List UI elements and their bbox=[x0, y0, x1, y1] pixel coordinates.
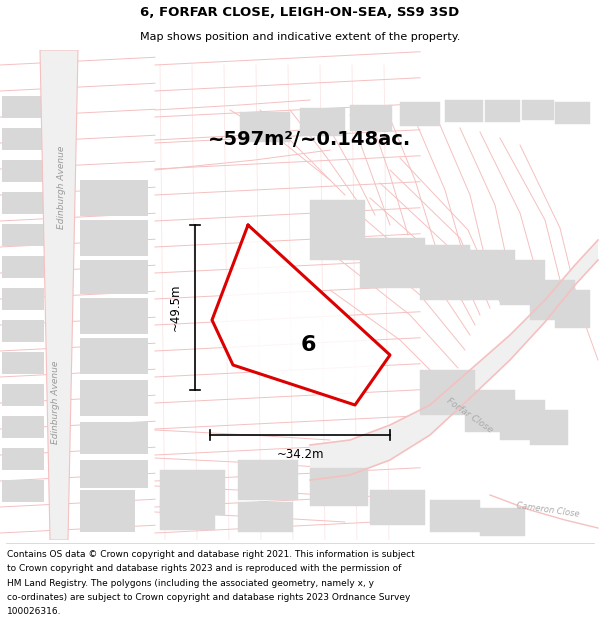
Bar bbox=[445, 100, 483, 122]
Bar bbox=[2, 320, 44, 342]
Bar bbox=[370, 490, 425, 525]
Bar bbox=[430, 500, 480, 532]
Text: Edinburgh Avenue: Edinburgh Avenue bbox=[58, 146, 67, 229]
Bar bbox=[2, 480, 44, 502]
Bar bbox=[465, 390, 515, 432]
Bar bbox=[2, 448, 44, 470]
Text: Map shows position and indicative extent of the property.: Map shows position and indicative extent… bbox=[140, 32, 460, 43]
Bar bbox=[2, 160, 44, 182]
Text: 6, FORFAR CLOSE, LEIGH-ON-SEA, SS9 3SD: 6, FORFAR CLOSE, LEIGH-ON-SEA, SS9 3SD bbox=[140, 6, 460, 19]
Bar bbox=[555, 290, 590, 328]
Bar bbox=[80, 512, 135, 532]
Bar bbox=[2, 352, 44, 374]
Bar bbox=[160, 470, 225, 515]
Bar bbox=[2, 416, 44, 438]
Text: ~34.2m: ~34.2m bbox=[276, 449, 324, 461]
Bar bbox=[400, 102, 440, 126]
Bar bbox=[2, 128, 44, 150]
Bar bbox=[310, 200, 365, 260]
Text: 6: 6 bbox=[300, 335, 316, 355]
Bar bbox=[238, 502, 293, 532]
Bar bbox=[160, 500, 215, 530]
Bar bbox=[530, 410, 568, 445]
Bar bbox=[420, 245, 470, 300]
Bar bbox=[500, 260, 545, 305]
Bar bbox=[2, 224, 44, 246]
Text: HM Land Registry. The polygons (including the associated geometry, namely x, y: HM Land Registry. The polygons (includin… bbox=[7, 579, 374, 587]
Text: Contains OS data © Crown copyright and database right 2021. This information is : Contains OS data © Crown copyright and d… bbox=[7, 550, 415, 559]
Text: Edinburgh Avenue: Edinburgh Avenue bbox=[50, 361, 59, 444]
Bar bbox=[300, 108, 345, 136]
Bar bbox=[80, 220, 148, 256]
Bar bbox=[80, 490, 135, 512]
Text: ~49.5m: ~49.5m bbox=[169, 284, 182, 331]
Polygon shape bbox=[310, 240, 598, 480]
Text: Forfar Close: Forfar Close bbox=[445, 396, 495, 434]
Bar bbox=[2, 288, 44, 310]
Bar bbox=[460, 250, 515, 300]
Bar bbox=[350, 105, 392, 131]
Bar bbox=[485, 100, 520, 122]
Bar bbox=[238, 460, 298, 500]
Bar bbox=[2, 192, 44, 214]
Text: to Crown copyright and database rights 2023 and is reproduced with the permissio: to Crown copyright and database rights 2… bbox=[7, 564, 401, 574]
Bar bbox=[522, 100, 554, 120]
Bar bbox=[80, 422, 148, 454]
Bar bbox=[80, 380, 148, 416]
Text: 100026316.: 100026316. bbox=[7, 608, 62, 616]
Polygon shape bbox=[212, 225, 390, 405]
Polygon shape bbox=[40, 50, 78, 540]
Bar bbox=[80, 460, 148, 488]
Bar bbox=[240, 112, 290, 142]
Bar bbox=[555, 102, 590, 124]
Bar bbox=[80, 338, 148, 374]
Text: Cameron Close: Cameron Close bbox=[516, 501, 580, 519]
Text: ~597m²/~0.148ac.: ~597m²/~0.148ac. bbox=[208, 131, 412, 149]
Bar bbox=[80, 180, 148, 216]
Bar bbox=[2, 256, 44, 278]
Bar bbox=[360, 238, 425, 288]
Bar bbox=[2, 96, 44, 118]
Bar bbox=[420, 370, 475, 415]
Bar bbox=[530, 280, 575, 320]
Bar bbox=[310, 468, 368, 506]
Bar bbox=[480, 508, 525, 536]
Bar bbox=[80, 298, 148, 334]
Bar bbox=[80, 260, 148, 294]
Bar bbox=[500, 400, 545, 440]
Text: co-ordinates) are subject to Crown copyright and database rights 2023 Ordnance S: co-ordinates) are subject to Crown copyr… bbox=[7, 593, 410, 602]
Bar bbox=[2, 384, 44, 406]
